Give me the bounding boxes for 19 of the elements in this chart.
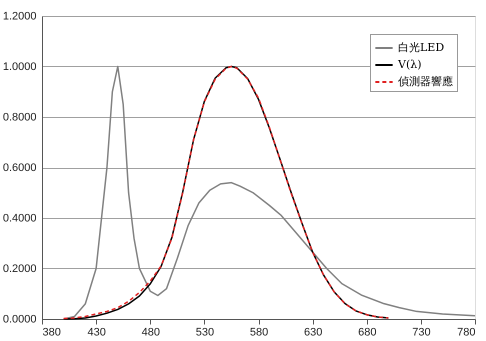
legend-label: 白光LED: [398, 41, 444, 54]
legend-label: 偵測器響應: [398, 75, 453, 88]
y-tick-label: 0.2000: [2, 263, 36, 275]
y-tick-label: 0.8000: [2, 112, 36, 124]
legend-label: V(λ): [397, 58, 422, 71]
x-tick-label: 680: [358, 326, 376, 338]
y-tick-label: 0.0000: [2, 314, 36, 326]
y-tick-label: 1.0000: [2, 61, 36, 73]
y-tick-label: 0.6000: [2, 162, 36, 174]
x-tick-label: 780: [457, 326, 476, 338]
x-tick-label: 480: [142, 326, 160, 338]
x-tick-label: 380: [42, 326, 61, 338]
x-tick-label: 580: [250, 326, 268, 338]
x-tick-label: 430: [87, 326, 106, 338]
y-tick-label: 0.4000: [2, 212, 36, 224]
x-tick-label: 730: [412, 326, 431, 338]
x-tick-label: 630: [304, 326, 322, 338]
y-tick-label: 1.2000: [2, 10, 36, 22]
x-tick-label: 530: [196, 326, 214, 338]
